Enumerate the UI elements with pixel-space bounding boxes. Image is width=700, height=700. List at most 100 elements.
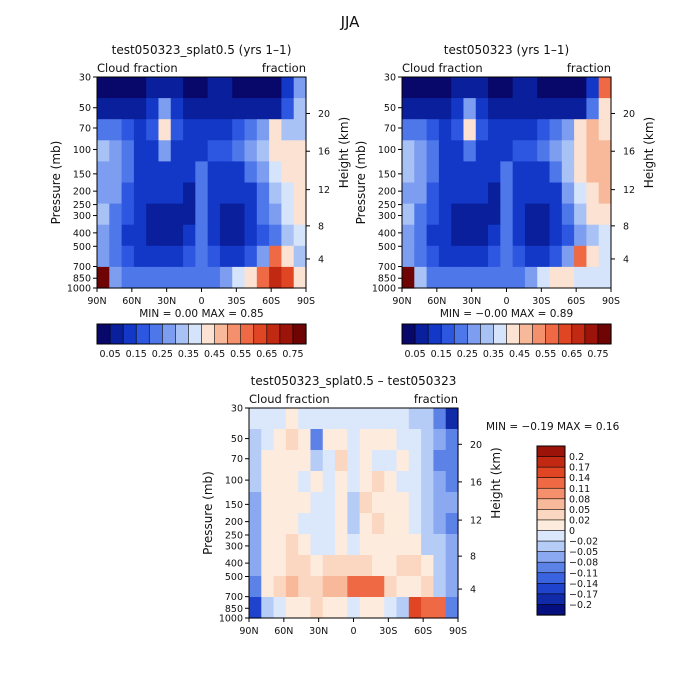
y-tick-label: 700 bbox=[225, 592, 243, 603]
heatmap-cell bbox=[488, 182, 501, 205]
colorbar-label: 0.05 bbox=[99, 349, 120, 360]
heatmap-cell bbox=[549, 140, 563, 162]
heatmap-cell bbox=[384, 408, 398, 430]
heatmap-cell bbox=[549, 98, 563, 120]
colorbar-swatch bbox=[493, 323, 508, 345]
heatmap-cell bbox=[402, 203, 415, 226]
heatmap-cell bbox=[285, 408, 299, 430]
heatmap-cell bbox=[97, 224, 110, 247]
heatmap-cell bbox=[322, 492, 336, 514]
heatmap-cell bbox=[433, 450, 447, 472]
heatmap-cell bbox=[256, 119, 270, 141]
heatmap-cell bbox=[109, 182, 123, 205]
heatmap-cell bbox=[500, 266, 514, 289]
colorbar: 0.20.170.140.110.080.050.020−0.02−0.05−0… bbox=[536, 445, 598, 616]
heatmap-cell bbox=[598, 77, 612, 99]
heatmap-cell bbox=[256, 266, 270, 289]
heatmap-cell bbox=[561, 203, 575, 226]
colorbar-label: −0.2 bbox=[569, 600, 592, 611]
panel-title: test050323_splat0.5 – test050323 bbox=[251, 374, 457, 388]
heatmap-cell bbox=[249, 597, 262, 619]
heatmap-cell bbox=[170, 203, 184, 226]
heatmap-cell bbox=[158, 266, 172, 289]
heatmap-cell bbox=[146, 266, 160, 289]
colorbar-swatch bbox=[545, 323, 560, 345]
heatmap-cell bbox=[232, 182, 246, 205]
heatmap-cell bbox=[524, 203, 538, 226]
heatmap-cell bbox=[561, 182, 575, 205]
x-tick-label: 60S bbox=[567, 296, 585, 307]
heatmap-cell bbox=[438, 161, 452, 184]
heatmap-cell bbox=[426, 77, 440, 99]
heatmap-cell bbox=[158, 161, 172, 184]
units-label: fraction bbox=[567, 61, 611, 75]
heatmap-cell bbox=[438, 266, 452, 289]
heatmap-cell bbox=[219, 224, 233, 247]
colorbar-swatch bbox=[414, 323, 429, 345]
heatmap-cell bbox=[451, 266, 465, 289]
heatmap-cell bbox=[298, 576, 312, 598]
heatmap-cell bbox=[170, 98, 184, 120]
heatmap-cell bbox=[347, 576, 361, 598]
heatmap-cell bbox=[121, 98, 135, 120]
y-tick-label: 1000 bbox=[219, 614, 243, 625]
heatmap-cell bbox=[121, 77, 135, 99]
heatmap-cell bbox=[574, 77, 588, 99]
heatmap-cell bbox=[347, 492, 361, 514]
heatmap-cell bbox=[574, 203, 588, 226]
heatmap-cell bbox=[384, 492, 398, 514]
heatmap-cell bbox=[475, 140, 489, 162]
heatmap-cell bbox=[549, 182, 563, 205]
colorbar-frame bbox=[536, 445, 566, 616]
heatmap-cell bbox=[261, 513, 275, 535]
heatmap-cell bbox=[273, 492, 287, 514]
heatmap-cell bbox=[310, 450, 324, 472]
heatmap-cell bbox=[488, 161, 501, 184]
y-tick-label: 250 bbox=[378, 200, 396, 211]
heatmap-cell bbox=[488, 224, 501, 247]
heatmap-cell bbox=[359, 513, 373, 535]
heatmap-cell bbox=[537, 203, 551, 226]
heatmap-cell bbox=[463, 266, 477, 289]
colorbar-label: 0.08 bbox=[569, 494, 590, 505]
heatmap-cell bbox=[310, 576, 324, 598]
heatmap-cell bbox=[293, 98, 307, 120]
x-tick-label: 60N bbox=[274, 626, 293, 637]
heatmap-cell bbox=[598, 98, 612, 120]
x-tick-label: 30N bbox=[462, 296, 481, 307]
heatmap-cell bbox=[359, 555, 373, 577]
colorbar-swatch bbox=[253, 323, 268, 345]
heatmap-cell bbox=[524, 224, 538, 247]
y-tick-label: 850 bbox=[225, 604, 243, 615]
heatmap-cell bbox=[384, 513, 398, 535]
heatmap-cell bbox=[335, 534, 348, 556]
heatmap-cell bbox=[537, 161, 551, 184]
heatmap-cell bbox=[438, 203, 452, 226]
heatmap-cell bbox=[537, 119, 551, 141]
y-tick-label: 500 bbox=[225, 572, 243, 583]
heatmap-cell bbox=[426, 119, 440, 141]
heatmap-cell bbox=[183, 140, 196, 162]
heatmap-cell bbox=[574, 245, 588, 268]
heatmap-cell bbox=[293, 140, 307, 162]
colorbar-swatch bbox=[201, 323, 216, 345]
heatmap-cell bbox=[298, 597, 312, 619]
colorbar-label: 0.75 bbox=[282, 349, 303, 360]
heatmap-cell bbox=[384, 534, 398, 556]
heatmap-cell bbox=[463, 77, 477, 99]
heatmap-cell bbox=[158, 203, 172, 226]
colorbar-swatch bbox=[148, 323, 163, 345]
heatmap-cell bbox=[298, 450, 312, 472]
heatmap-cell bbox=[384, 429, 398, 451]
colorbar: 0.05 0.15 0.25 0.35 0.45 0.55 0.65 0.75 bbox=[401, 323, 612, 360]
heatmap-cell bbox=[537, 182, 551, 205]
heatmap-cell bbox=[384, 555, 398, 577]
heatmap-cell bbox=[273, 576, 287, 598]
heatmap-cell bbox=[195, 119, 209, 141]
stats-text: MIN = −0.19 MAX = 0.16 bbox=[486, 421, 620, 433]
y-tick-label: 1000 bbox=[67, 284, 91, 295]
heatmap-cell bbox=[335, 471, 348, 493]
heatmap-cell bbox=[438, 182, 452, 205]
heatmap-cell bbox=[269, 161, 283, 184]
colorbar-swatch bbox=[558, 323, 573, 345]
